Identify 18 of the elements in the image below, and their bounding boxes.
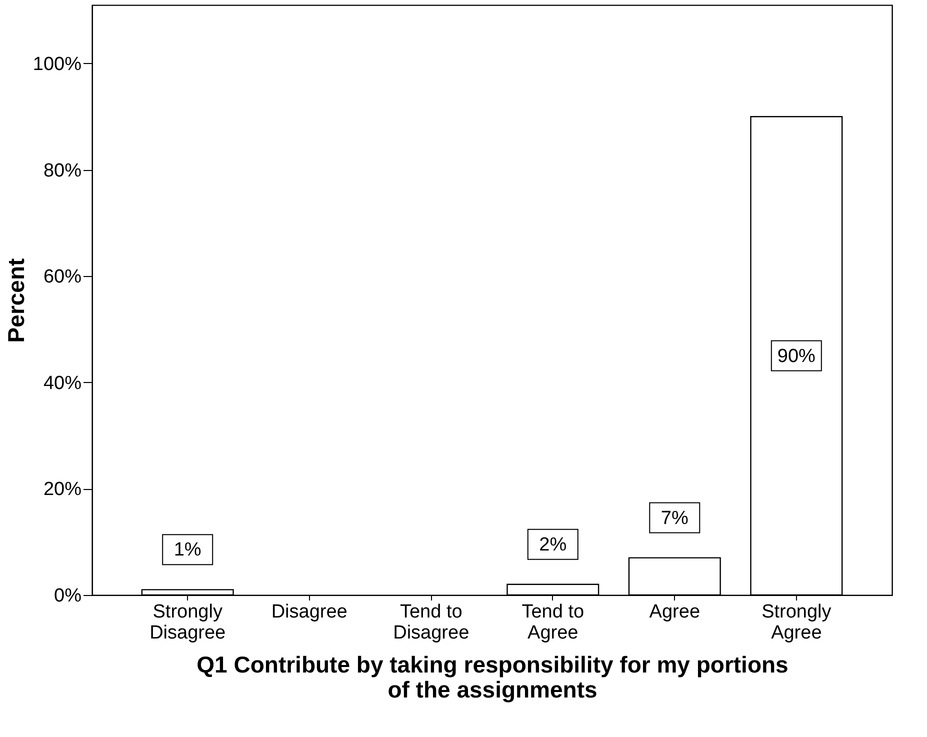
data-label: 90% <box>777 346 816 367</box>
x-axis-title: Q1 Contribute by taking responsibility for my portions of the assignments <box>196 652 788 702</box>
y-tick-label: 80% <box>43 160 82 182</box>
x-tick-label: Disagree <box>271 602 348 622</box>
y-tick-label: 0% <box>54 586 82 606</box>
data-label: 2% <box>539 534 567 556</box>
data-label: 7% <box>660 508 688 529</box>
y-tick-label: 20% <box>43 479 82 500</box>
x-tick-label: Strongly Agree <box>762 602 832 644</box>
y-tick-label: 60% <box>43 266 82 288</box>
x-tick-label: Agree <box>649 602 700 622</box>
x-tick-label: Strongly Disagree <box>150 602 226 644</box>
data-label: 1% <box>174 540 202 561</box>
y-axis-title: Percent <box>2 258 29 343</box>
y-tick-label: 100% <box>32 54 82 75</box>
x-tick-label: Tend to Agree <box>522 602 584 644</box>
y-tick-label: 40% <box>43 372 82 394</box>
x-tick-label: Tend to Disagree <box>393 602 470 644</box>
